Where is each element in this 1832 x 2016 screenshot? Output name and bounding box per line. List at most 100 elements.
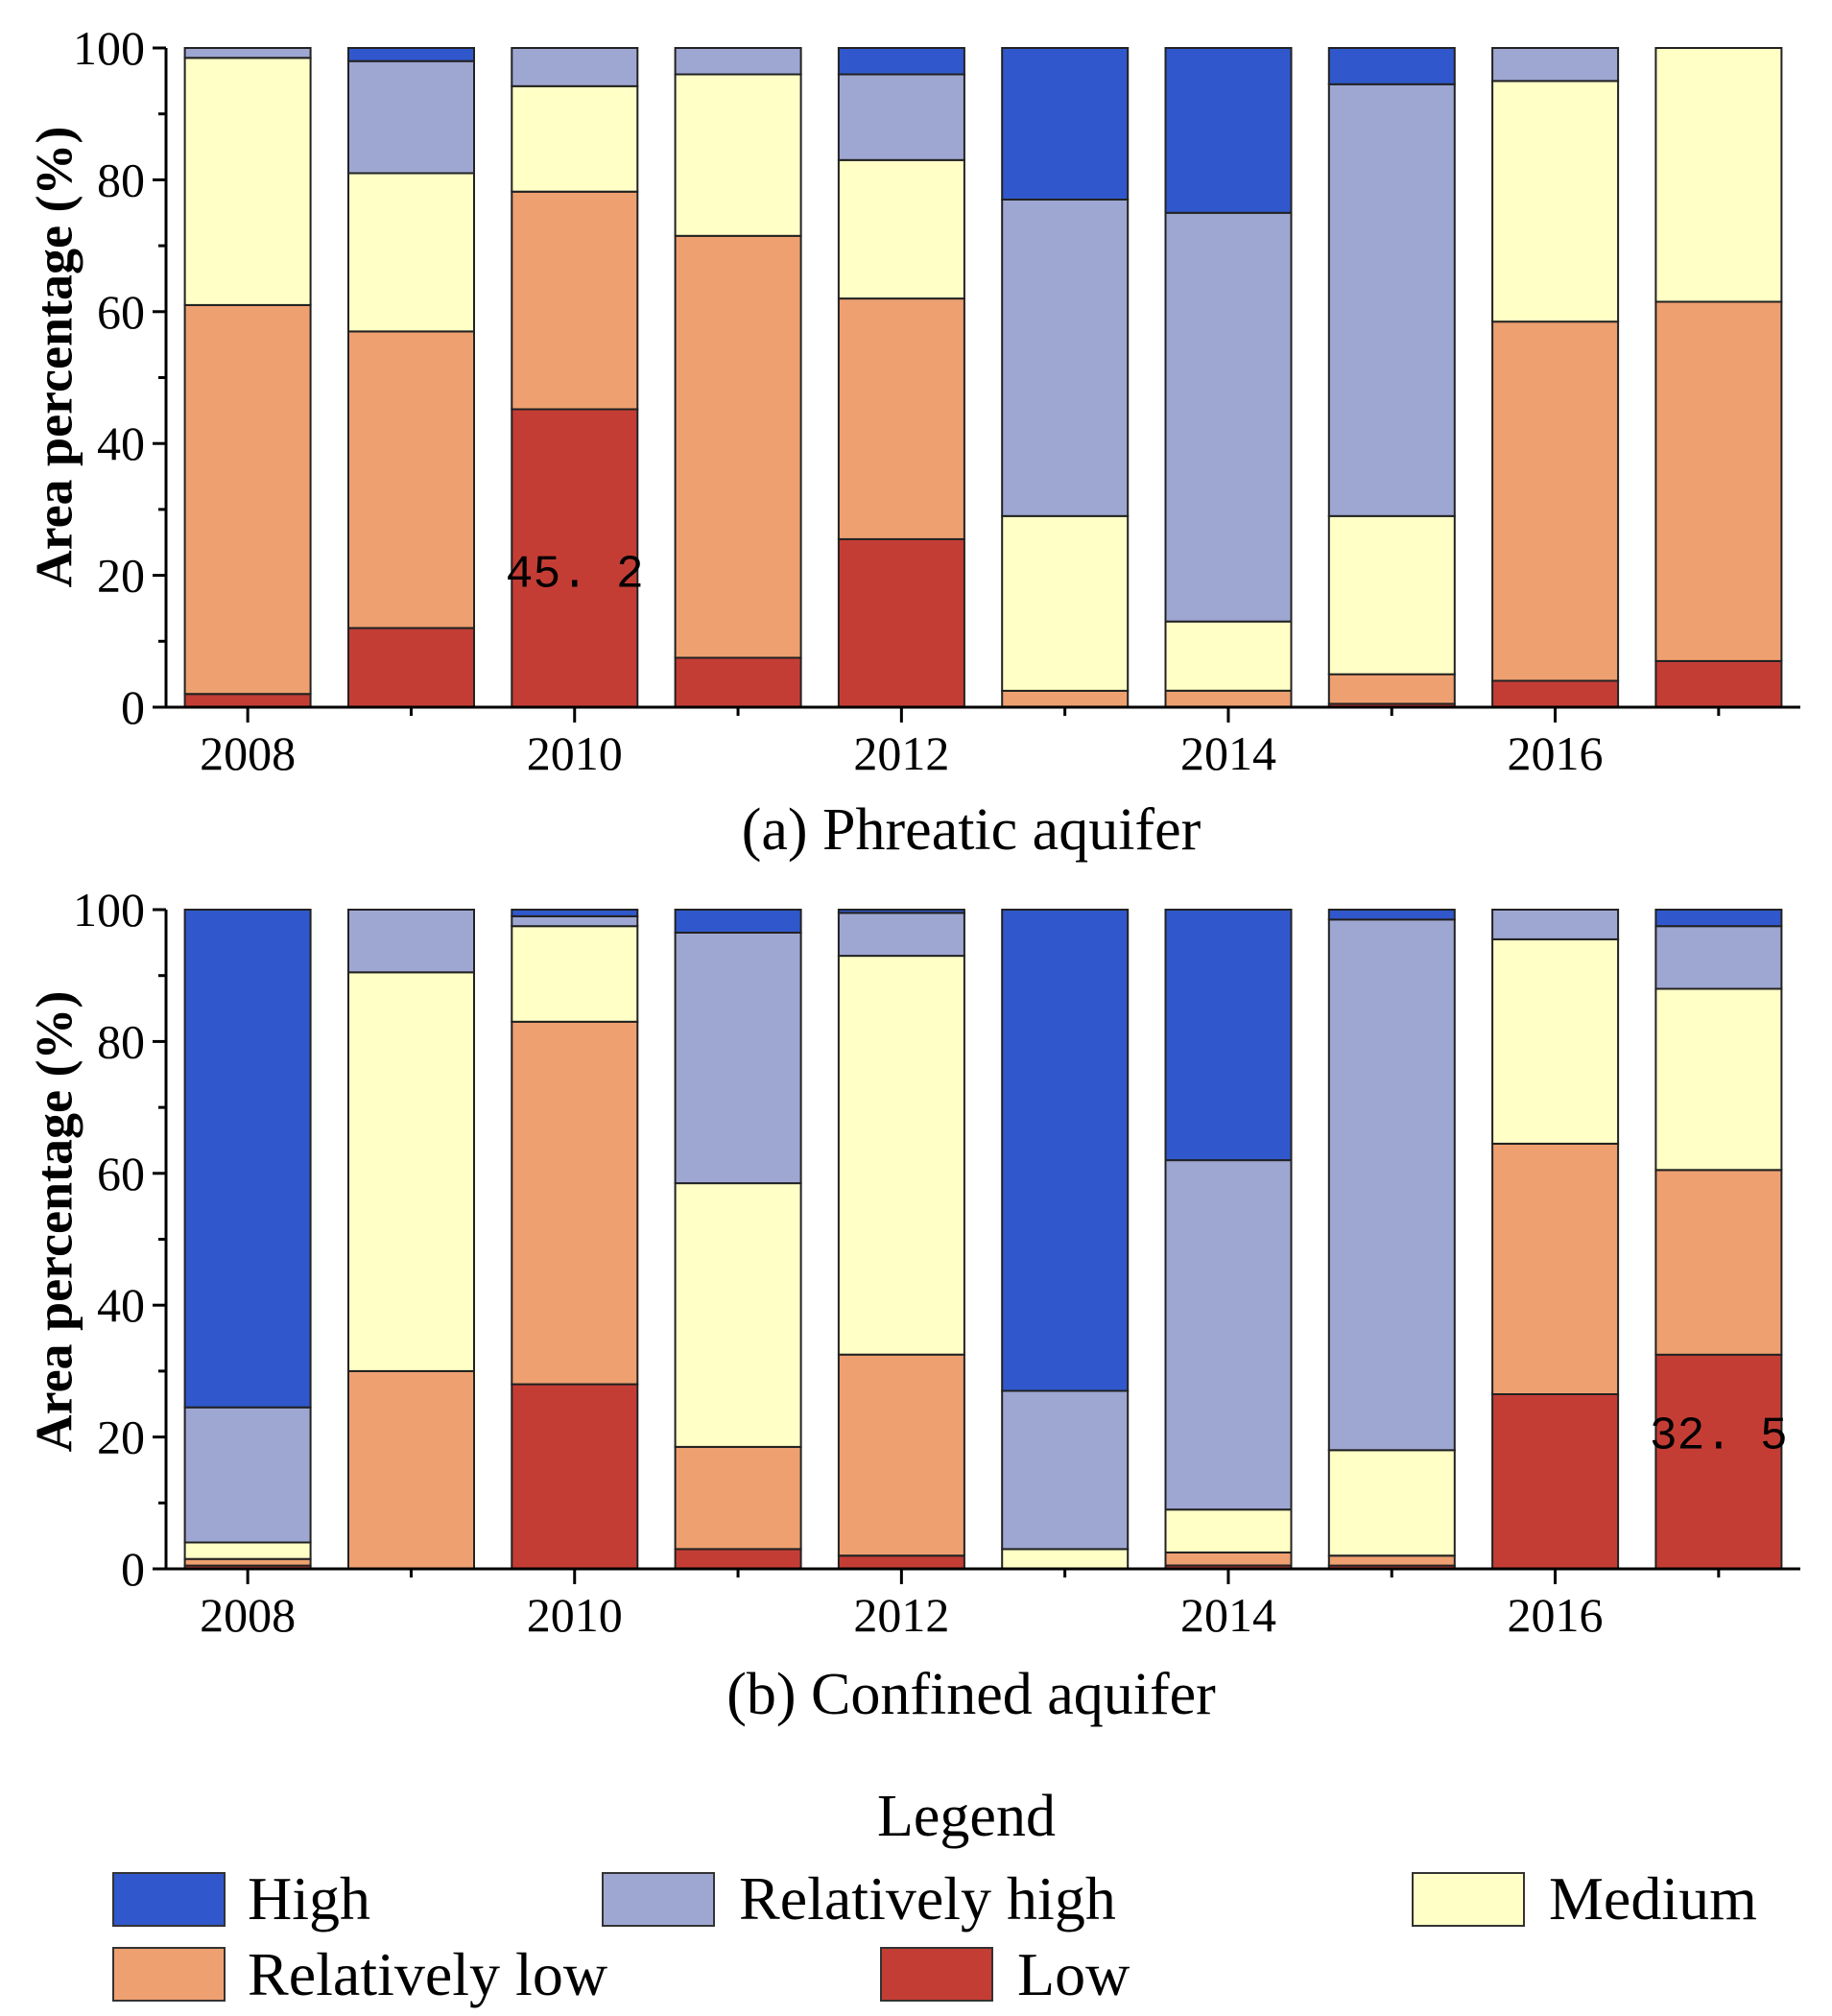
x-tick-label-2008: 2008	[200, 1588, 296, 1642]
bar-2010-low	[511, 408, 639, 708]
bar-2012-relatively-low	[837, 297, 965, 540]
bar-2011-medium	[674, 73, 802, 237]
bar-2017-relatively-low	[1654, 300, 1783, 662]
bar-2015-medium	[1327, 514, 1456, 676]
bar-2013-relatively-high	[1001, 1389, 1130, 1551]
bar-2017-low	[1654, 659, 1783, 709]
bar-2013-high	[1001, 47, 1130, 201]
x-tick-label-2012: 2012	[853, 726, 949, 780]
bar-2012-high	[837, 47, 965, 76]
legend-swatch-medium	[1412, 1872, 1525, 1927]
bar-2015-relatively-low	[1327, 673, 1456, 705]
bar-2017-medium	[1654, 987, 1783, 1172]
bar-2016-medium	[1491, 937, 1620, 1145]
bar-2014-medium	[1164, 1508, 1293, 1554]
bar-2011-relatively-high	[674, 932, 802, 1185]
bar-2016-low	[1491, 1392, 1620, 1571]
legend-swatch-relatively-high	[602, 1872, 715, 1927]
bar-2011-relatively-high	[674, 47, 802, 76]
bar-2008-low	[183, 693, 312, 708]
bar-2008-high	[183, 909, 312, 1409]
bar-2008-relatively-high	[183, 1406, 312, 1544]
legend-label-relatively-low: Relatively low	[248, 1940, 607, 2008]
y-tick-label-60: 60	[97, 285, 145, 339]
bar-2016-relatively-low	[1491, 1142, 1620, 1396]
bar-2010-low	[511, 1383, 639, 1570]
bar-2017-relatively-high	[1654, 925, 1783, 990]
bar-2013-medium	[1001, 514, 1130, 692]
x-tick-label-2014: 2014	[1180, 726, 1276, 780]
legend-item-high: High	[112, 1864, 370, 1933]
bar-2016-relatively-high	[1491, 909, 1620, 940]
bar-2008-relatively-high	[183, 47, 312, 59]
bar-2015-medium	[1327, 1449, 1456, 1557]
bar-2014-relatively-low	[1164, 1551, 1293, 1567]
bar-2014-relatively-low	[1164, 689, 1293, 708]
bar-2016-low	[1491, 679, 1620, 708]
axes: 0 20 40 60 80 100 2008 2010 2012 2014 2016	[73, 21, 1800, 780]
bar-2009-medium	[347, 971, 475, 1372]
bar-2009-relatively-low	[347, 1369, 475, 1571]
y-tick-label-100: 100	[73, 21, 145, 75]
bar-2014-relatively-high	[1164, 211, 1293, 623]
legend-item-medium: Medium	[1412, 1864, 1757, 1933]
bar-2013-relatively-high	[1001, 199, 1130, 517]
bar-2012-high	[837, 909, 965, 914]
bar-2008-medium	[183, 1541, 312, 1560]
panel-confined-aquifer: Area percentage (%) (b) Confined aquifer…	[25, 883, 1800, 1727]
legend-swatch-low	[880, 1947, 993, 2002]
bar-2012-medium	[837, 158, 965, 300]
bar-2016-relatively-low	[1491, 320, 1620, 682]
bars	[183, 47, 1783, 709]
bar-2009-low	[347, 627, 475, 708]
bar-2010-medium	[511, 84, 639, 193]
bar-2011-low	[674, 1548, 802, 1571]
bar-2014-medium	[1164, 620, 1293, 692]
y-tick-label-0: 0	[121, 1542, 145, 1596]
bar-2011-relatively-low	[674, 234, 802, 659]
y-axis-title: Area percentage (%)	[25, 127, 83, 588]
y-tick-label-40: 40	[97, 416, 145, 470]
legend-item-relatively-high: Relatively high	[602, 1864, 1116, 1933]
x-tick-label-2012: 2012	[853, 1588, 949, 1642]
y-tick-label-0: 0	[121, 680, 145, 734]
bar-2010-high	[511, 909, 639, 917]
bar-2017-low	[1654, 1353, 1783, 1570]
bar-2017-relatively-low	[1654, 1169, 1783, 1356]
bar-2012-relatively-low	[837, 1353, 965, 1557]
bar-2011-low	[674, 656, 802, 708]
bar-2015-high	[1327, 47, 1456, 85]
bar-2011-high	[674, 909, 802, 934]
x-tick-label-2016: 2016	[1508, 726, 1604, 780]
panel-caption-a: (a) Phreatic aquifer	[742, 797, 1202, 863]
bar-2009-relatively-high	[347, 59, 475, 175]
bar-2010-relatively-high	[511, 47, 639, 87]
bar-2014-relatively-high	[1164, 1159, 1293, 1511]
y-tick-label-80: 80	[97, 153, 145, 206]
legend-item-low: Low	[880, 1940, 1130, 2008]
bar-2011-relatively-low	[674, 1445, 802, 1551]
y-tick-label-40: 40	[97, 1278, 145, 1332]
bar-2010-medium	[511, 925, 639, 1023]
bars	[183, 909, 1783, 1571]
x-tick-label-2014: 2014	[1180, 1588, 1276, 1642]
y-axis-title-wrap: Area percentage (%)	[25, 991, 83, 1453]
legend-swatch-relatively-low	[112, 1947, 226, 2002]
legend-label-low: Low	[1017, 1940, 1130, 2008]
bar-2012-low	[837, 537, 965, 708]
y-axis-title-wrap: Area percentage (%)	[25, 127, 83, 588]
legend: Legend High Relatively high Medium Relat…	[112, 1784, 1757, 2008]
bar-2016-relatively-high	[1491, 47, 1620, 83]
bar-2012-relatively-high	[837, 73, 965, 161]
bar-2017-high	[1654, 909, 1783, 928]
bar-2013-relatively-low	[1001, 689, 1130, 708]
bar-2014-high	[1164, 909, 1293, 1162]
x-tick-label-2010: 2010	[527, 1588, 623, 1642]
bar-2010-relatively-low	[511, 190, 639, 411]
bar-2012-relatively-high	[837, 912, 965, 958]
legend-item-relatively-low: Relatively low	[112, 1940, 607, 2008]
bar-2017-medium	[1654, 47, 1783, 303]
bar-2015-relatively-high	[1327, 83, 1456, 517]
y-tick-label-20: 20	[97, 1411, 145, 1464]
bar-2012-medium	[837, 955, 965, 1356]
